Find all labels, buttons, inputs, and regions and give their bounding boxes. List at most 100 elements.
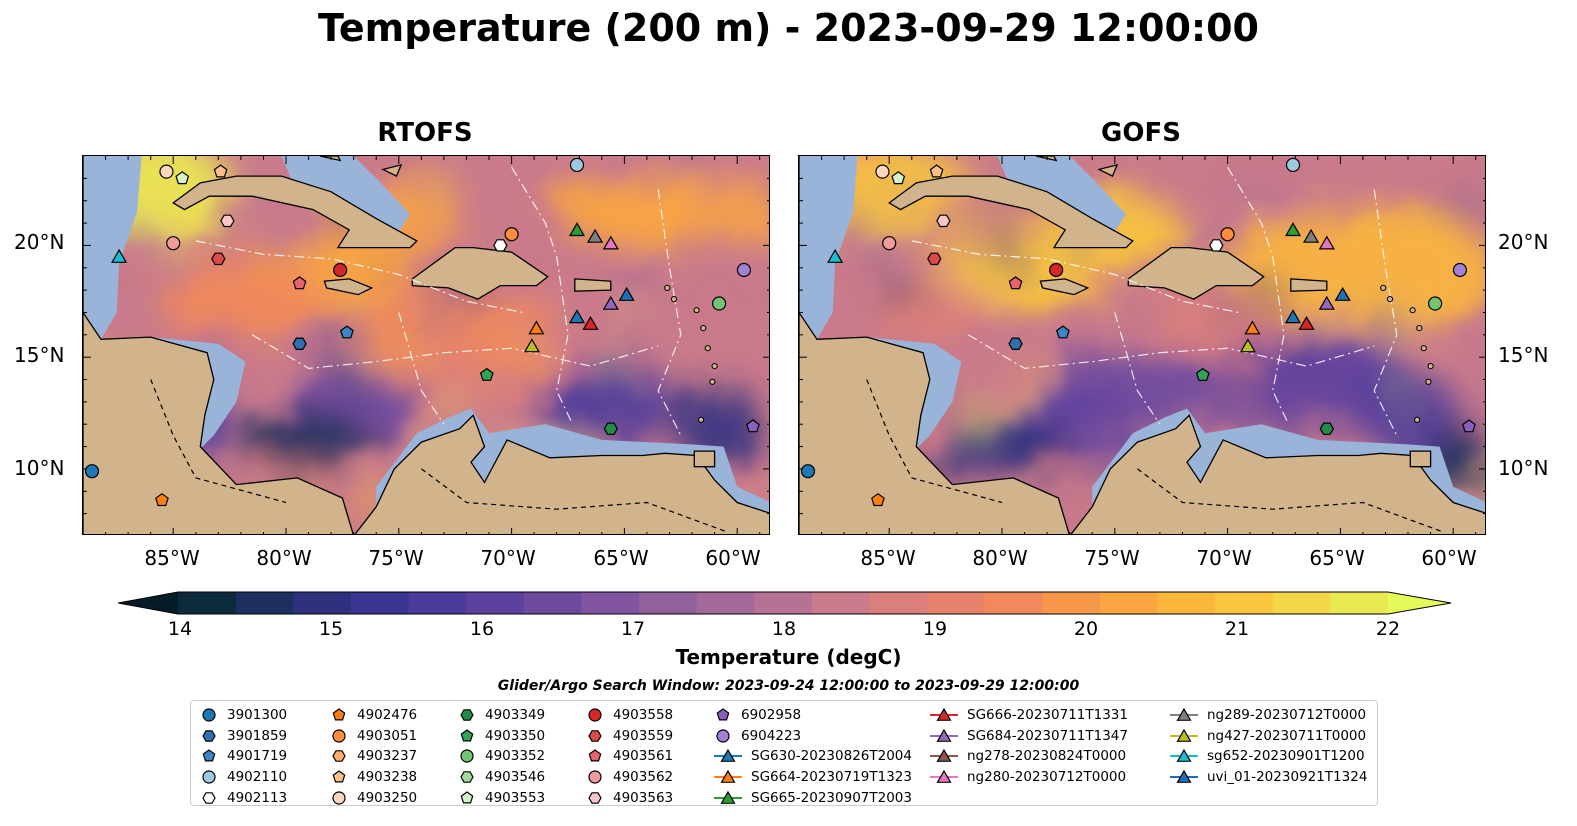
lon-tick-right-85: 85°W <box>860 546 916 570</box>
colorbar-segment <box>1330 592 1389 614</box>
legend-marker-icon <box>588 749 602 762</box>
legend-label: 4903553 <box>485 789 546 806</box>
legend-item: SG664-20230719T1323 <box>713 767 912 788</box>
legend-item: ng289-20230712T0000 <box>1169 705 1367 726</box>
obs-marker-SG684-20230711T1347 <box>1318 295 1335 310</box>
obs-marker-4903238 <box>213 164 228 178</box>
lat-tick-right-15: 15°N <box>1498 343 1549 367</box>
legend-label: 4902113 <box>227 789 288 806</box>
obs-marker-4902113 <box>493 239 508 252</box>
colorbar-segment <box>696 592 755 614</box>
rtofs-map <box>82 155 770 535</box>
cbar-tick-22: 22 <box>1375 618 1401 640</box>
lat-tick-left-10: 10°N <box>14 456 65 480</box>
obs-marker-4902110 <box>1285 157 1301 173</box>
cbar-tick-14: 14 <box>167 618 193 640</box>
legend-item: 4902113 <box>199 787 287 808</box>
obs-marker-4902476 <box>155 492 169 507</box>
legend-item: 4903558 <box>585 705 673 726</box>
legend-marker-icon <box>714 790 742 804</box>
lat-tick-left-20: 20°N <box>14 230 65 254</box>
obs-marker-6902958 <box>746 419 760 433</box>
legend-item: 4903250 <box>329 787 417 808</box>
legend-marker-icon <box>460 729 474 742</box>
obs-marker-SG630-20230826T2004 <box>568 309 586 324</box>
colorbar-segment <box>869 592 928 614</box>
cbar-tick-19: 19 <box>922 618 948 640</box>
panel-title-gofs: GOFS <box>1101 118 1181 148</box>
colorbar-segment <box>523 592 582 614</box>
obs-marker-4901719 <box>1055 325 1070 339</box>
legend-marker-icon <box>460 771 474 783</box>
main-title: Temperature (200 m) - 2023-09-29 12:00:0… <box>317 6 1259 50</box>
obs-marker-4903559 <box>211 252 226 266</box>
legend-label: 4903558 <box>613 707 674 724</box>
legend-label: SG684-20230711T1347 <box>967 727 1128 744</box>
legend-column: SG666-20230711T1331 SG684-20230711T1347 ng… <box>929 705 1128 787</box>
legend-column: 4902476 4903051 4903237 4903238 4903250 <box>329 705 417 808</box>
obs-marker-4903559 <box>927 252 942 266</box>
lon-tick-left-85: 85°W <box>144 546 200 570</box>
legend-marker-icon <box>202 749 216 762</box>
legend-marker-icon <box>202 791 216 804</box>
obs-marker-4903562 <box>166 236 181 251</box>
legend-marker-icon <box>1170 728 1198 742</box>
legend-label: 4903559 <box>613 727 674 744</box>
colorbar <box>118 591 1452 615</box>
obs-marker-SG684-20230711T1347 <box>602 295 619 310</box>
obs-marker-ng289-20230712T0000 <box>1302 228 1320 243</box>
legend-marker-icon <box>1170 749 1198 763</box>
colorbar-segment <box>1042 592 1101 614</box>
legend-label: 4903349 <box>485 707 546 724</box>
legend-label: ng427-20230711T0000 <box>1207 727 1367 744</box>
panel-title-rtofs: RTOFS <box>377 118 473 148</box>
legend-item: 4903561 <box>585 746 673 767</box>
legend-item: ng280-20230712T0000 <box>929 767 1128 788</box>
lat-tick-right-20: 20°N <box>1498 230 1549 254</box>
legend-marker-icon <box>930 749 958 763</box>
cbar-tick-21: 21 <box>1224 618 1250 640</box>
legend-item: 4903349 <box>457 705 545 726</box>
legend-item: 4903553 <box>457 787 545 808</box>
obs-marker-4903250 <box>875 164 890 179</box>
legend-marker-icon <box>588 708 602 722</box>
legend-label: 4901719 <box>227 748 288 765</box>
legend-label: 4903250 <box>357 789 418 806</box>
obs-marker-sg652-20230901T1200 <box>111 248 128 263</box>
obs-marker-6904223 <box>1452 262 1468 278</box>
legend-marker-icon <box>332 770 346 783</box>
lon-tick-left-65: 65°W <box>593 546 649 570</box>
legend-item: ng427-20230711T0000 <box>1169 726 1367 747</box>
legend-label: 3901859 <box>227 727 288 744</box>
gofs-map <box>798 155 1486 535</box>
obs-marker-4903553 <box>891 171 906 185</box>
legend-column: 3901300 3901859 4901719 4902110 4902113 <box>199 705 287 808</box>
colorbar-segment <box>984 592 1043 614</box>
obs-marker-4903352 <box>712 296 727 311</box>
legend-label: ng289-20230712T0000 <box>1207 707 1367 724</box>
legend-column: ng289-20230712T0000 ng427-20230711T0000 sg… <box>1169 705 1367 787</box>
obs-marker-4903051 <box>504 227 519 242</box>
obs-marker-4903558 <box>1049 262 1064 278</box>
legend-marker-icon <box>332 750 346 763</box>
legend-label: 4902110 <box>227 769 288 786</box>
colorbar-segment <box>754 592 813 614</box>
legend-label: 4903561 <box>613 748 674 765</box>
obs-marker-4903349 <box>1319 422 1334 435</box>
lat-tick-left-15: 15°N <box>14 343 65 367</box>
legend-item: 4903563 <box>585 787 673 808</box>
cbar-tick-16: 16 <box>469 618 495 640</box>
lon-tick-right-60: 60°W <box>1421 546 1477 570</box>
legend-label: 4903350 <box>485 727 546 744</box>
legend: 3901300 3901859 4901719 4902110 4902113 49024… <box>190 700 1378 806</box>
legend-marker-icon <box>714 769 742 783</box>
legend-item: 4903562 <box>585 767 673 788</box>
lon-tick-right-70: 70°W <box>1196 546 1252 570</box>
cbar-tick-15: 15 <box>318 618 344 640</box>
colorbar-segment <box>1099 592 1159 614</box>
obs-marker-ng280-20230712T0000 <box>602 235 619 250</box>
legend-label: ng278-20230824T0000 <box>967 748 1127 765</box>
obs-marker-uvi_01-20230921T1324 <box>618 286 635 301</box>
legend-item: 3901300 <box>199 705 287 726</box>
legend-marker-icon <box>1170 708 1198 722</box>
